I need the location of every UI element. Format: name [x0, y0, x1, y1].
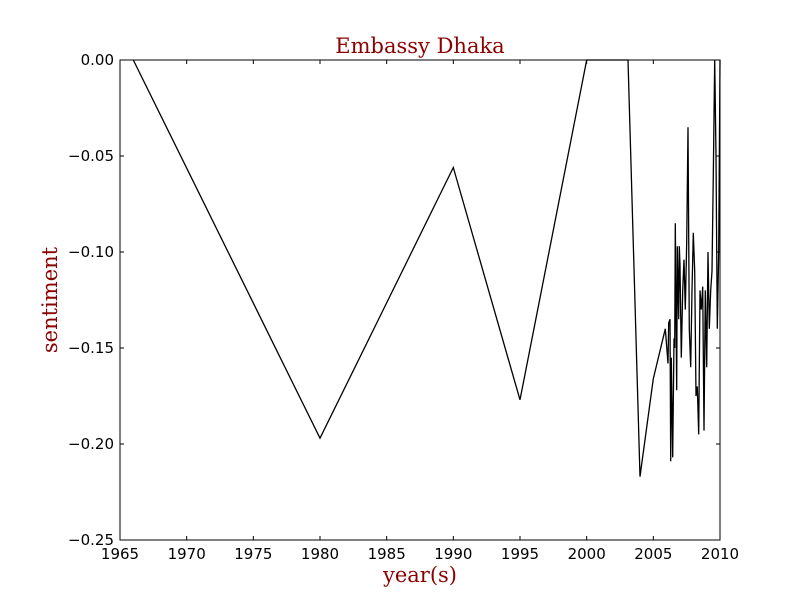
- plot-frame: [119, 59, 721, 541]
- x-tick-label: 1975: [234, 545, 272, 563]
- plot-area: [120, 60, 720, 540]
- y-axis-label: sentiment: [38, 246, 62, 353]
- x-axis-ticks: 1965 1970 1975 1980 1985 1990 1995 2000 2005 2010: [101, 60, 739, 563]
- x-axis-label: year(s): [382, 563, 457, 587]
- y-tick-label: −0.25: [68, 531, 114, 549]
- x-tick-label: 1965: [101, 545, 139, 563]
- y-tick-label: −0.20: [68, 435, 114, 453]
- y-axis-ticks: 0.00 −0.05 −0.10 −0.15 −0.20 −0.25: [68, 51, 720, 549]
- y-tick-label: 0.00: [81, 51, 114, 69]
- x-tick-label: 2010: [701, 545, 739, 563]
- x-tick-label: 2000: [568, 545, 606, 563]
- x-tick-label: 1980: [301, 545, 339, 563]
- x-tick-label: 1970: [168, 545, 206, 563]
- chart-title: Embassy Dhaka: [335, 34, 504, 58]
- y-tick-label: −0.15: [68, 339, 114, 357]
- x-tick-label: 1995: [501, 545, 539, 563]
- y-tick-label: −0.10: [68, 243, 114, 261]
- x-tick-label: 2005: [634, 545, 672, 563]
- series-group: [132, 59, 721, 477]
- series-line-sentiment: [132, 59, 721, 477]
- x-tick-label: 1985: [368, 545, 406, 563]
- y-tick-label: −0.05: [68, 147, 114, 165]
- x-tick-label: 1990: [434, 545, 472, 563]
